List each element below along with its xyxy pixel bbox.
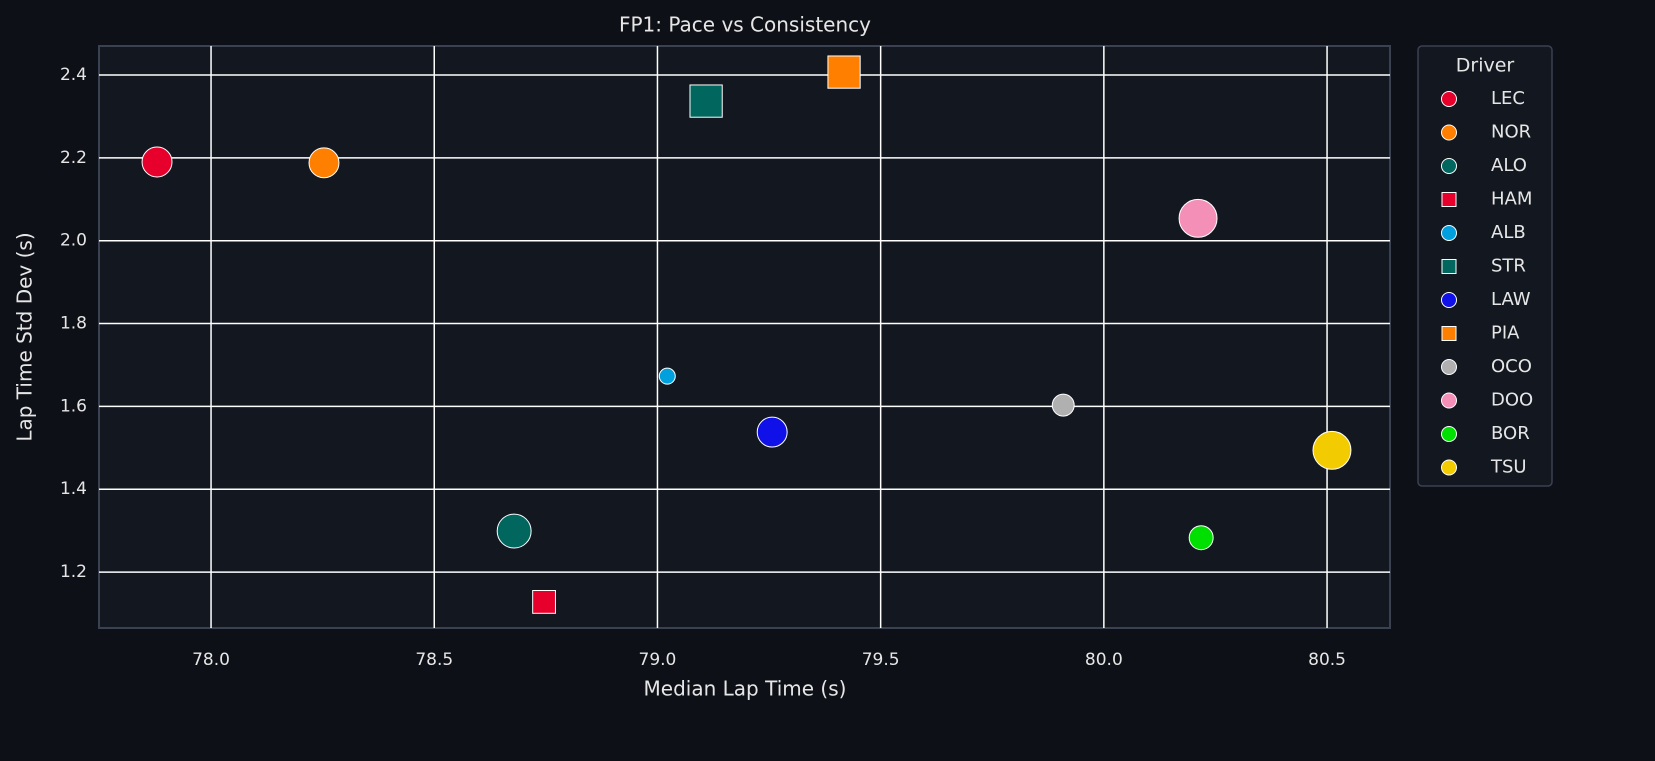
legend-marker bbox=[1441, 292, 1457, 308]
data-point bbox=[689, 84, 723, 118]
x-tick-label: 79.5 bbox=[862, 650, 900, 670]
legend-label: HAM bbox=[1491, 189, 1532, 210]
legend-marker bbox=[1441, 158, 1457, 174]
data-point bbox=[1178, 198, 1218, 238]
y-axis-label: Lap Time Std Dev (s) bbox=[13, 232, 37, 441]
legend-title: Driver bbox=[1456, 55, 1515, 77]
data-point bbox=[756, 416, 788, 448]
x-tick-label: 78.5 bbox=[415, 650, 453, 670]
plot-area bbox=[98, 45, 1391, 629]
data-point bbox=[532, 590, 556, 614]
data-point bbox=[658, 367, 676, 385]
legend-marker bbox=[1441, 459, 1457, 476]
legend-label: TSU bbox=[1490, 457, 1527, 478]
y-tick-label: 1.8 bbox=[60, 314, 87, 334]
y-tick-label: 2.4 bbox=[60, 65, 87, 85]
legend-label: DOO bbox=[1491, 390, 1533, 411]
legend-marker bbox=[1441, 124, 1457, 141]
legend-label: ALB bbox=[1491, 222, 1526, 243]
y-tick-label: 1.4 bbox=[60, 479, 87, 499]
legend-marker bbox=[1441, 392, 1457, 409]
x-tick-label: 80.0 bbox=[1085, 650, 1123, 670]
legend-label: OCO bbox=[1491, 356, 1532, 377]
y-tick-label: 2.2 bbox=[60, 148, 87, 168]
x-tick-label: 80.5 bbox=[1308, 650, 1346, 670]
legend-marker bbox=[1441, 259, 1457, 274]
data-point bbox=[141, 146, 173, 178]
data-point bbox=[308, 147, 340, 179]
legend-label: LEC bbox=[1491, 88, 1525, 109]
legend-marker bbox=[1441, 426, 1457, 442]
x-tick-label: 79.0 bbox=[639, 650, 677, 670]
legend-label: STR bbox=[1491, 256, 1526, 277]
data-point bbox=[496, 513, 532, 549]
data-point bbox=[1188, 525, 1214, 551]
legend-box bbox=[1417, 45, 1553, 487]
legend-label: ALO bbox=[1491, 155, 1527, 176]
legend-marker bbox=[1441, 192, 1457, 207]
y-tick-label: 1.2 bbox=[60, 562, 87, 582]
y-tick-label: 2.0 bbox=[60, 231, 87, 251]
legend-label: NOR bbox=[1491, 122, 1531, 143]
legend-label: LAW bbox=[1491, 289, 1531, 310]
legend-marker bbox=[1441, 91, 1457, 107]
data-point bbox=[1312, 430, 1352, 470]
x-tick-label: 78.0 bbox=[192, 650, 230, 670]
data-point bbox=[1051, 393, 1075, 417]
legend-marker bbox=[1441, 359, 1457, 375]
y-tick-label: 1.6 bbox=[60, 396, 87, 416]
data-point bbox=[827, 55, 861, 89]
legend-label: BOR bbox=[1491, 423, 1530, 444]
legend-marker bbox=[1441, 225, 1457, 241]
legend-label: PIA bbox=[1491, 323, 1520, 344]
x-axis-label: Median Lap Time (s) bbox=[644, 677, 847, 701]
chart-title: FP1: Pace vs Consistency bbox=[619, 13, 871, 37]
legend-marker bbox=[1441, 326, 1457, 341]
